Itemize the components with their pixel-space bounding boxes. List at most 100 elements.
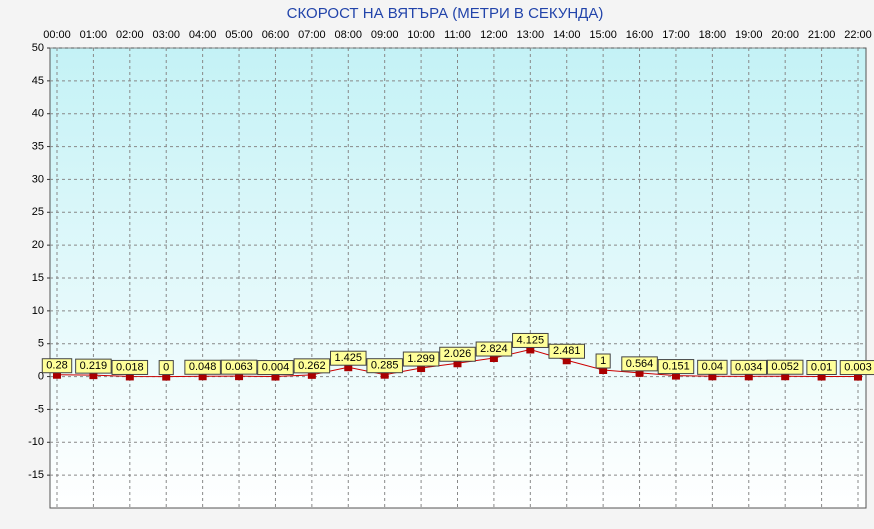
marker (854, 374, 862, 381)
data-label-box (548, 343, 585, 359)
x-tick-label: 20:00 (771, 29, 799, 41)
data-label: 1.299 (407, 353, 435, 365)
data-label-box (257, 360, 294, 376)
marker (453, 361, 462, 368)
marker (744, 374, 753, 381)
marker (599, 368, 608, 374)
marker (671, 373, 680, 380)
data-label: 0 (163, 361, 169, 373)
y-tick-label: 25 (32, 206, 44, 218)
marker (162, 374, 171, 381)
x-tick-label: 03:00 (152, 29, 180, 41)
x-tick-label: 00:00 (43, 29, 71, 41)
data-label: 0.219 (80, 360, 108, 372)
data-label: 1 (600, 355, 606, 367)
data-label-box (41, 358, 73, 374)
data-label-box (439, 346, 476, 362)
marker (235, 374, 244, 381)
marker (125, 374, 134, 381)
x-tick-label: 04:00 (189, 29, 217, 41)
x-tick-label: 19:00 (735, 29, 763, 41)
x-tick-label: 22:00 (844, 29, 872, 41)
x-tick-label: 11:00 (444, 29, 471, 41)
y-tick-label: 10 (32, 305, 44, 317)
data-label-box (220, 359, 258, 375)
y-tick-label: 30 (32, 173, 44, 185)
x-tick-label: 21:00 (808, 29, 836, 41)
x-tick-label: 02:00 (116, 29, 144, 41)
data-label-box (402, 351, 440, 367)
data-label-box (158, 360, 174, 376)
data-label: 4.125 (517, 334, 545, 346)
y-tick-label: 35 (32, 140, 44, 152)
y-tick-label: -5 (34, 403, 44, 415)
data-label: 0.151 (662, 360, 690, 372)
data-label-box (330, 350, 367, 366)
data-label: 0.564 (626, 358, 654, 370)
data-label-box (595, 353, 611, 369)
marker (817, 374, 826, 381)
marker (53, 372, 61, 379)
data-label: 2.026 (444, 348, 472, 360)
data-label-box (621, 356, 658, 372)
y-tick-label: 40 (32, 108, 44, 120)
data-label-box (75, 358, 112, 374)
chart-title: СКОРОСТ НА ВЯТЪРА (МЕТРИ В СЕКУНДА) (287, 5, 604, 22)
y-tick-label: -15 (28, 469, 44, 481)
marker (198, 374, 207, 381)
data-label: 0.052 (771, 361, 799, 373)
x-tick-label: 16:00 (626, 29, 654, 41)
x-tick-label: 18:00 (699, 29, 727, 41)
marker (271, 374, 280, 381)
x-tick-label: 17:00 (662, 29, 690, 41)
data-label: 2.481 (553, 345, 581, 357)
x-tick-label: 15:00 (589, 29, 617, 41)
x-tick-label: 09:00 (371, 29, 399, 41)
y-tick-label: -10 (28, 436, 44, 448)
marker (708, 374, 717, 381)
data-label-box (806, 360, 837, 376)
data-label: 0.034 (735, 361, 763, 373)
y-tick-label: 50 (32, 42, 44, 54)
x-tick-label: 05:00 (225, 29, 253, 41)
data-label-box (111, 359, 149, 375)
marker (635, 370, 644, 377)
x-tick-label: 10:00 (407, 29, 435, 41)
marker (526, 347, 535, 354)
data-label-box (366, 358, 403, 374)
x-tick-label: 13:00 (517, 29, 545, 41)
x-tick-label: 12:00 (480, 29, 508, 41)
data-label: 0.004 (262, 361, 290, 373)
data-label: 1.425 (335, 352, 363, 364)
data-label-box (839, 360, 874, 376)
data-label: 0.28 (46, 360, 67, 372)
data-label: 0.285 (371, 360, 399, 372)
marker (307, 372, 316, 379)
data-label: 0.063 (225, 361, 253, 373)
marker (89, 373, 98, 380)
y-tick-label: 20 (32, 239, 44, 251)
x-tick-label: 14:00 (553, 29, 581, 41)
y-tick-label: 0 (38, 370, 44, 382)
data-label: 0.048 (189, 361, 217, 373)
marker (344, 365, 353, 372)
y-tick-label: 15 (32, 272, 44, 284)
data-label: 0.262 (298, 360, 326, 372)
data-label: 2.824 (480, 343, 508, 355)
x-tick-label: 07:00 (298, 29, 326, 41)
y-tick-label: 5 (38, 338, 44, 350)
x-tick-label: 06:00 (262, 29, 290, 41)
x-tick-label: 08:00 (335, 29, 363, 41)
marker (781, 374, 790, 381)
marker (380, 372, 389, 379)
data-label: 0.04 (702, 361, 723, 373)
data-label-box (512, 332, 549, 348)
data-label-box (766, 359, 804, 375)
y-tick-label: 45 (32, 75, 44, 87)
data-label-box (475, 341, 513, 357)
data-label-box (657, 359, 695, 375)
data-label-box (293, 358, 331, 374)
marker (489, 356, 498, 363)
marker (562, 358, 571, 365)
